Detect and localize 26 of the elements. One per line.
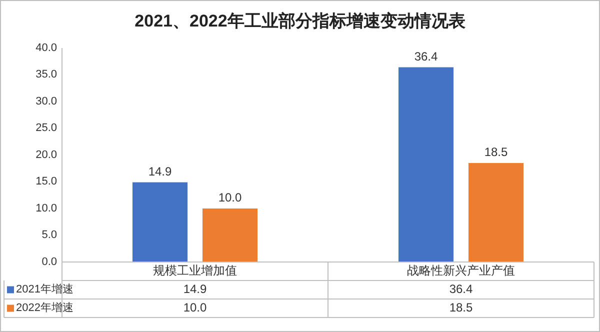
y-tick-label: 25.0 [36,122,57,134]
data-label: 18.5 [449,300,473,314]
text: 14.9 [148,164,172,178]
text: 36.4 [414,49,438,64]
y-tick-label: 20.0 [36,148,57,161]
y-tick-label: 5.0 [42,229,57,242]
text: 10.0 [218,190,242,205]
y-tick-label: 0.0 [42,256,57,268]
data-label: 10.0 [183,300,207,314]
legend-label: 2021年增速 [16,282,74,296]
x-tick-label: 战略性新兴产业产值 [407,263,515,278]
bar [468,163,524,262]
y-tick-label: 35.0 [36,68,57,81]
chart-title: 2021、2022年工业部分指标增速变动情况表 [134,11,466,30]
bar [398,67,454,262]
y-tick-label: 40.0 [36,42,57,54]
x-tick-label: 规模工业增加值 [153,263,237,278]
legend-label: 2022年增速 [16,301,74,314]
bar [132,182,188,262]
y-tick-label: 30.0 [36,95,57,108]
y-tick-label: 10.0 [36,202,57,214]
data-label: 14.9 [183,282,207,296]
bar [202,208,258,262]
text: 18.5 [484,145,508,160]
data-label: 36.4 [449,282,473,296]
y-tick-label: 15.0 [36,176,57,188]
